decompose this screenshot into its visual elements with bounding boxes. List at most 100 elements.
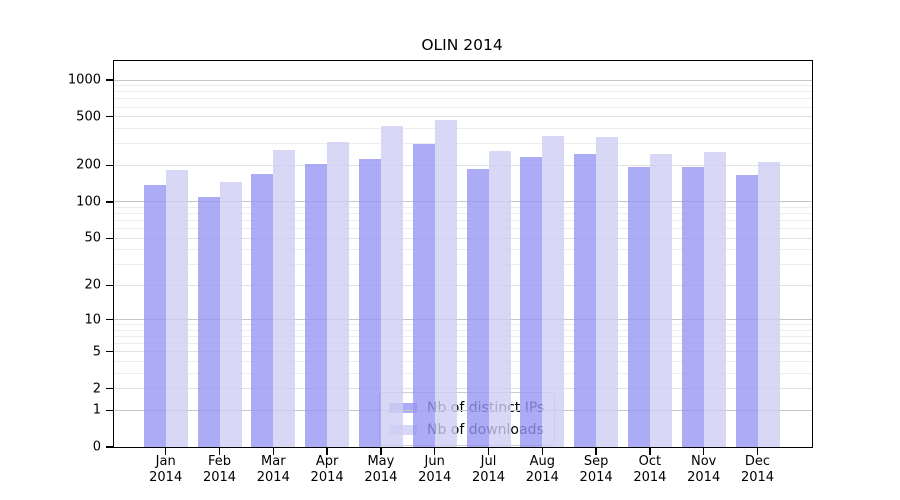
gridline-800 [114,91,812,93]
gridline-1 [114,409,812,411]
ytick-label-20: 20 [84,277,101,293]
ytick-label-10: 10 [84,312,101,328]
xtick-label-jan: Jan 2014 [149,454,183,486]
bar-apr-distinct-ips [305,164,328,447]
plot-area: Nb of distinct IPs Nb of downloads Jan20… [68,60,813,485]
bar-nov-downloads [703,151,726,447]
xtick-label-nov: Nov 2014 [687,454,721,486]
gridline-10 [114,319,812,321]
xtick-jul [487,448,490,456]
legend-swatch-distinct-ips [389,403,417,413]
gridline-30 [114,264,812,266]
ytick-label-1000: 1000 [67,72,101,88]
ytick-100 [105,201,113,203]
ytick-label-200: 200 [76,157,101,173]
bar-aug-distinct-ips [520,156,543,447]
xtick-may [380,448,382,456]
ytick-label-0: 0 [92,439,101,455]
xtick-label-aug: Aug 2014 [525,454,559,486]
bar-mar-downloads [273,150,296,447]
xtick-label-dec: Dec 2014 [740,454,775,486]
gridline-300 [114,143,812,145]
bar-dec-downloads [757,162,780,447]
ytick-label-500: 500 [76,109,101,125]
xtick-apr [326,448,328,456]
bar-may-distinct-ips [358,159,381,447]
bar-oct-distinct-ips [627,167,650,447]
gridline-6 [114,343,812,345]
gridline-600 [114,106,812,108]
bar-sep-distinct-ips [574,153,597,447]
bar-apr-downloads [327,141,350,447]
bar-sep-downloads [596,136,619,447]
ytick-label-5: 5 [92,344,101,360]
gridline-700 [114,98,812,100]
xtick-sep [595,448,597,456]
gridline-100 [114,201,812,203]
gridline-40 [114,249,812,251]
gridline-2 [114,388,812,390]
bar-may-downloads [380,126,403,447]
xtick-oct [649,448,651,456]
xtick-label-jul: Jul 2014 [471,454,506,486]
gridline-7 [114,336,812,338]
xtick-label-may: May 2014 [364,454,398,486]
ytick-1 [105,409,113,411]
bar-feb-distinct-ips [197,196,220,447]
xtick-jun [434,448,436,456]
xtick-mar [272,448,274,456]
xtick-label-feb: Feb 2014 [202,454,237,486]
gridline-1000 [114,79,812,81]
bar-oct-downloads [649,153,672,447]
bar-dec-distinct-ips [735,175,758,447]
xtick-label-apr: Apr 2014 [310,454,344,486]
legend-swatch-downloads [389,425,417,435]
xtick-label-jun: Jun 2014 [418,454,452,486]
bar-jan-downloads [165,170,188,447]
gridline-900 [114,85,812,87]
ytick-5 [105,351,113,353]
bar-jul-downloads [488,150,511,447]
gridline-500 [114,116,812,118]
xtick-dec [756,448,759,456]
xtick-label-oct: Oct 2014 [633,454,667,486]
gridline-20 [114,284,812,286]
chart-title: OLIN 2014 [421,36,503,54]
bar-feb-downloads [219,182,242,447]
gridline-200 [114,164,812,166]
bar-jun-downloads [434,119,457,447]
xtick-label-mar: Mar 2014 [256,454,290,486]
ytick-label-1: 1 [92,402,101,418]
gridline-50 [114,237,812,239]
gridline-3 [114,372,812,374]
bar-aug-downloads [542,135,565,447]
gridline-5 [114,351,812,353]
bar-jan-distinct-ips [143,185,166,447]
gridline-4 [114,361,812,363]
ytick-200 [105,164,113,166]
ytick-2 [105,387,113,390]
xtick-label-sep: Sep 2014 [579,454,613,486]
gridline-70 [114,220,812,222]
ytick-0 [105,446,113,448]
xtick-feb [218,448,221,456]
xtick-jan [165,448,167,456]
gridline-60 [114,228,812,230]
gridline-9 [114,324,812,326]
gridline-90 [114,206,812,208]
bar-mar-distinct-ips [251,173,274,447]
bar-jul-distinct-ips [466,168,489,447]
gridline-400 [114,128,812,130]
ytick-500 [105,116,113,118]
ytick-label-2: 2 [92,381,101,397]
ytick-label-100: 100 [76,194,101,210]
ytick-10 [105,318,113,321]
gridline-80 [114,213,812,215]
ytick-20 [105,284,113,286]
ytick-1000 [105,79,113,81]
ytick-label-50: 50 [84,230,101,246]
gridline-8 [114,329,812,331]
bar-jun-distinct-ips [412,144,435,447]
ytick-50 [105,237,113,239]
